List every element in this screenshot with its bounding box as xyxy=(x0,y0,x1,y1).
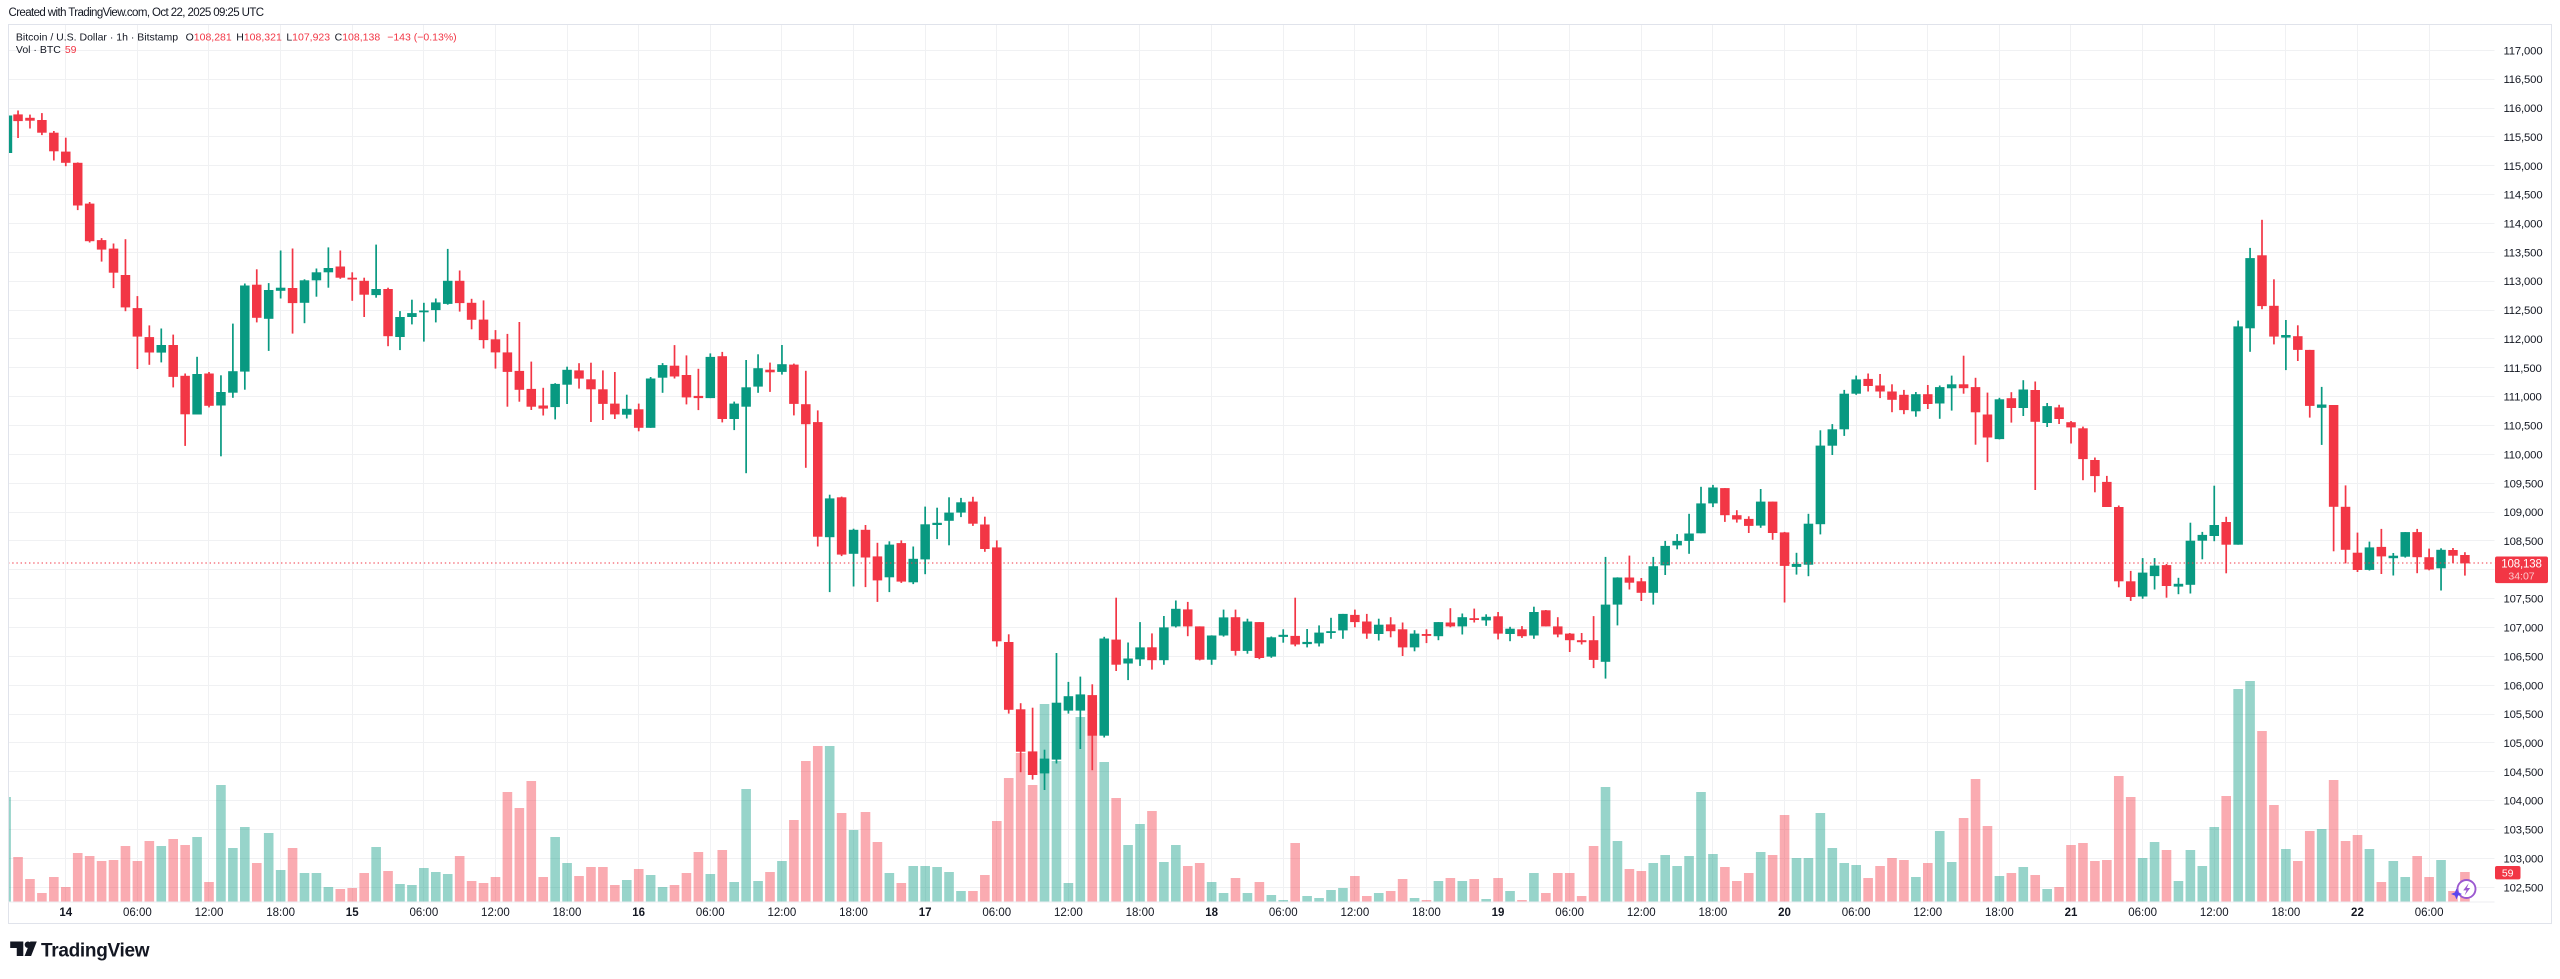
svg-text:107,000: 107,000 xyxy=(2504,623,2544,635)
svg-text:103,000: 103,000 xyxy=(2504,853,2544,865)
svg-text:06:00: 06:00 xyxy=(982,907,1011,919)
svg-text:18:00: 18:00 xyxy=(839,907,868,919)
svg-text:06:00: 06:00 xyxy=(2128,907,2157,919)
svg-text:15: 15 xyxy=(346,907,359,919)
svg-text:17: 17 xyxy=(919,907,932,919)
svg-text:12:00: 12:00 xyxy=(481,907,510,919)
svg-text:59: 59 xyxy=(2502,868,2514,880)
svg-text:115,000: 115,000 xyxy=(2504,161,2543,173)
svg-text:115,500: 115,500 xyxy=(2504,132,2543,144)
svg-text:06:00: 06:00 xyxy=(696,907,725,919)
svg-text:112,500: 112,500 xyxy=(2504,305,2543,317)
svg-text:06:00: 06:00 xyxy=(123,907,152,919)
svg-text:18:00: 18:00 xyxy=(1985,907,2014,919)
svg-text:116,000: 116,000 xyxy=(2504,103,2543,115)
svg-text:06:00: 06:00 xyxy=(1842,907,1871,919)
svg-text:110,500: 110,500 xyxy=(2504,421,2543,433)
svg-text:106,500: 106,500 xyxy=(2504,651,2544,663)
svg-text:109,000: 109,000 xyxy=(2504,507,2544,519)
svg-text:12:00: 12:00 xyxy=(2200,907,2229,919)
svg-text:18:00: 18:00 xyxy=(553,907,582,919)
svg-text:12:00: 12:00 xyxy=(1913,907,1942,919)
svg-text:109,500: 109,500 xyxy=(2504,478,2544,490)
svg-text:107,500: 107,500 xyxy=(2504,594,2544,606)
svg-text:105,500: 105,500 xyxy=(2504,709,2544,721)
svg-text:112,000: 112,000 xyxy=(2504,334,2543,346)
svg-text:Bitcoin / U.S. Dollar · 1h · B: Bitcoin / U.S. Dollar · 1h · Bitstamp O10… xyxy=(16,32,457,44)
svg-text:106,000: 106,000 xyxy=(2504,680,2544,692)
svg-text:18:00: 18:00 xyxy=(2271,907,2300,919)
svg-text:22: 22 xyxy=(2351,907,2364,919)
svg-text:113,500: 113,500 xyxy=(2504,247,2543,259)
svg-text:18:00: 18:00 xyxy=(1126,907,1155,919)
svg-text:114,000: 114,000 xyxy=(2504,219,2543,231)
svg-text:111,500: 111,500 xyxy=(2504,363,2542,375)
svg-text:104,000: 104,000 xyxy=(2504,796,2544,808)
svg-text:103,500: 103,500 xyxy=(2504,825,2544,837)
svg-text:102,500: 102,500 xyxy=(2504,882,2544,894)
svg-text:110,000: 110,000 xyxy=(2504,449,2543,461)
svg-text:06:00: 06:00 xyxy=(1555,907,1584,919)
svg-text:12:00: 12:00 xyxy=(195,907,224,919)
svg-text:18:00: 18:00 xyxy=(266,907,295,919)
svg-text:117,000: 117,000 xyxy=(2504,45,2543,57)
svg-text:12:00: 12:00 xyxy=(1340,907,1369,919)
svg-text:113,000: 113,000 xyxy=(2504,276,2543,288)
svg-text:12:00: 12:00 xyxy=(1627,907,1656,919)
svg-text:34:07: 34:07 xyxy=(2508,571,2534,583)
svg-text:12:00: 12:00 xyxy=(768,907,797,919)
svg-text:16: 16 xyxy=(632,907,645,919)
svg-text:Created with TradingView.com,: Created with TradingView.com, Oct 22, 20… xyxy=(9,7,264,19)
svg-text:116,500: 116,500 xyxy=(2504,74,2543,86)
svg-text:06:00: 06:00 xyxy=(409,907,438,919)
svg-text:12:00: 12:00 xyxy=(1054,907,1083,919)
svg-text:21: 21 xyxy=(2065,907,2078,919)
svg-text:19: 19 xyxy=(1492,907,1505,919)
svg-text:14: 14 xyxy=(59,907,72,919)
svg-text:114,500: 114,500 xyxy=(2504,190,2543,202)
svg-text:06:00: 06:00 xyxy=(2415,907,2444,919)
svg-text:108,138: 108,138 xyxy=(2501,558,2542,570)
svg-text:18: 18 xyxy=(1205,907,1218,919)
svg-text:20: 20 xyxy=(1778,907,1791,919)
svg-text:06:00: 06:00 xyxy=(1269,907,1298,919)
svg-text:111,000: 111,000 xyxy=(2504,392,2542,404)
svg-text:18:00: 18:00 xyxy=(1412,907,1441,919)
svg-text:18:00: 18:00 xyxy=(1699,907,1728,919)
svg-text:104,500: 104,500 xyxy=(2504,767,2544,779)
svg-text:105,000: 105,000 xyxy=(2504,738,2544,750)
svg-text:TradingView: TradingView xyxy=(41,940,150,961)
svg-text:108,500: 108,500 xyxy=(2504,536,2544,548)
